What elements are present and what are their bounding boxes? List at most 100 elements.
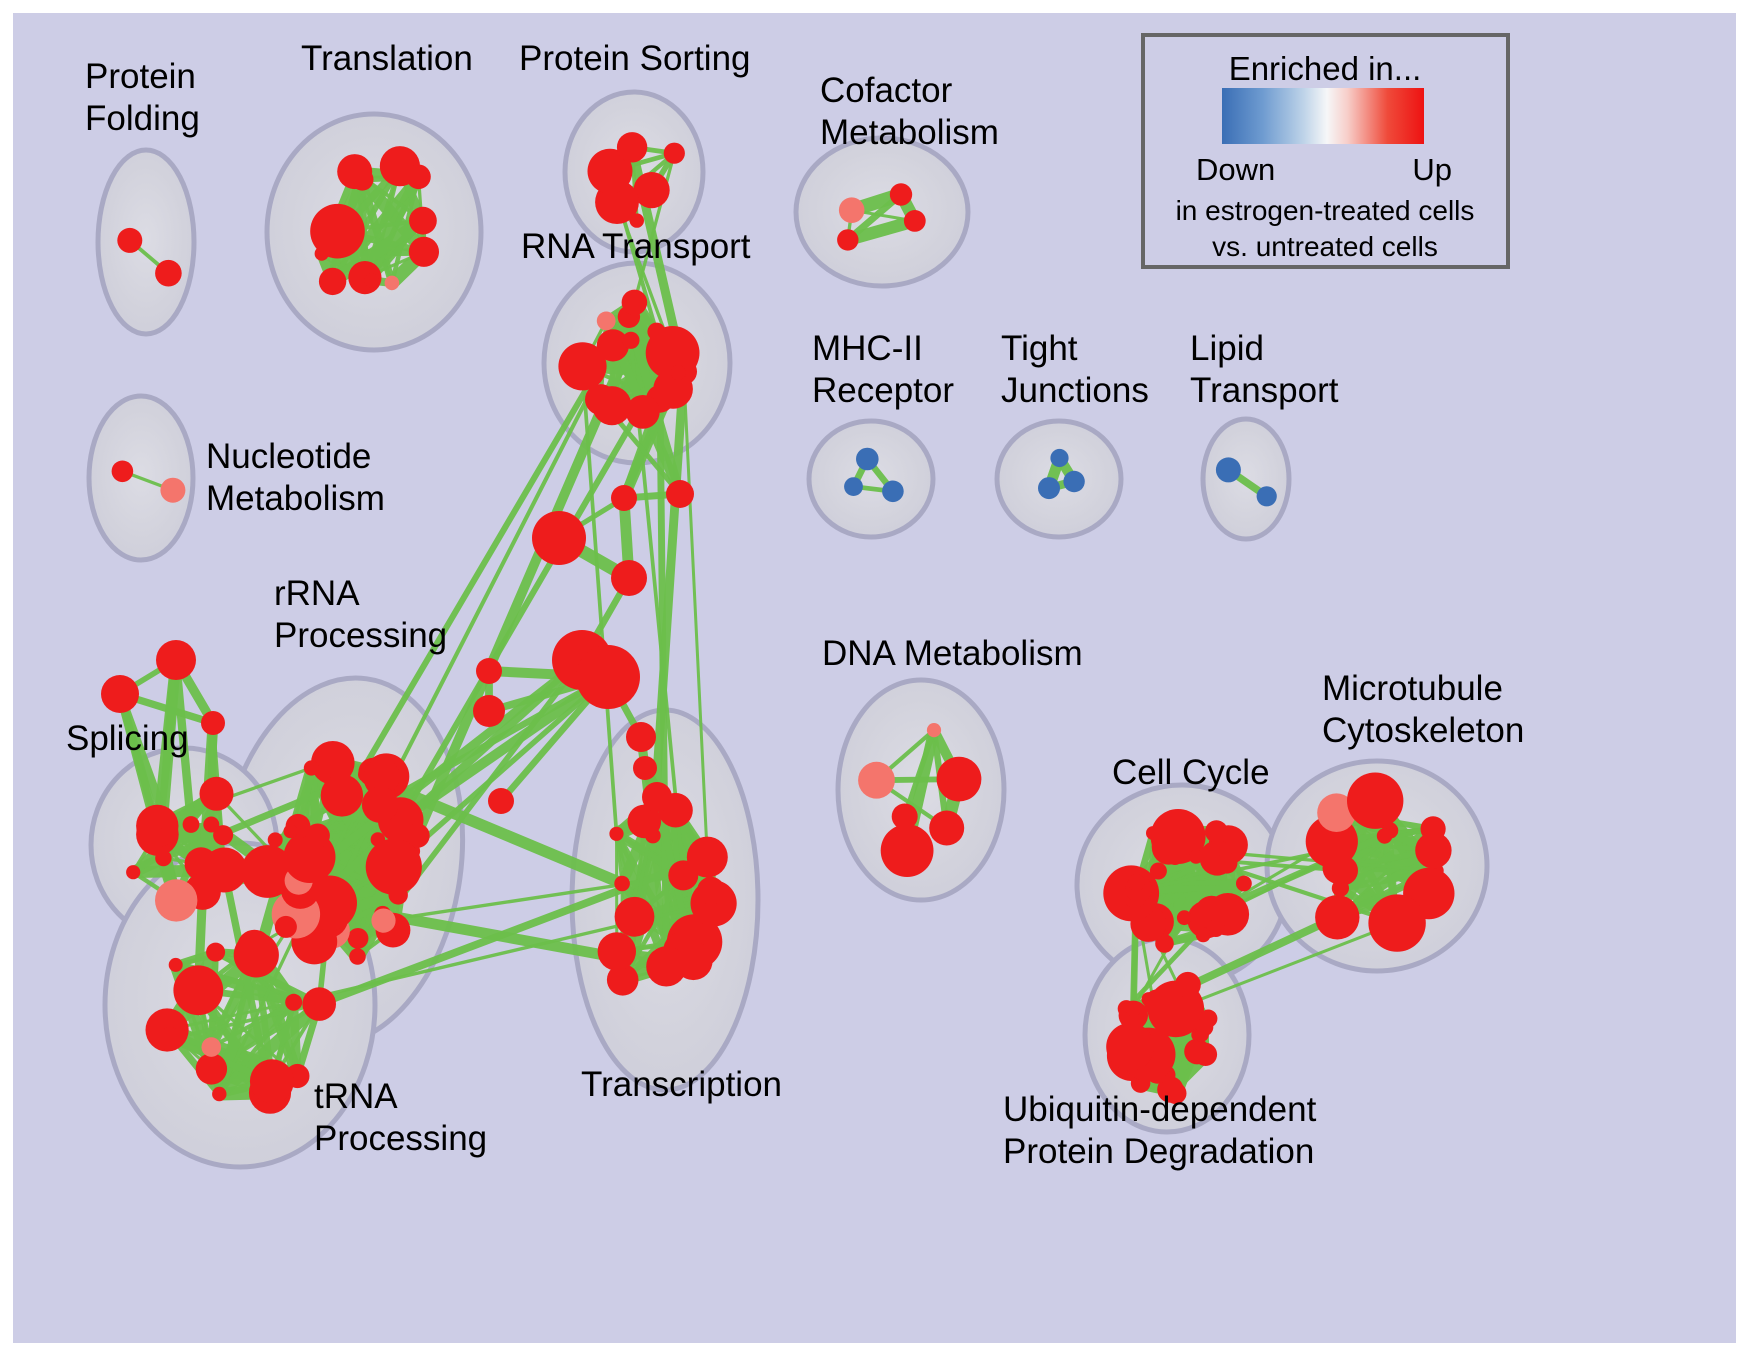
network-node[interactable]: [1125, 1001, 1142, 1017]
network-node[interactable]: [1215, 457, 1241, 483]
network-node[interactable]: [408, 236, 439, 267]
network-node[interactable]: [1106, 1022, 1154, 1071]
network-node[interactable]: [285, 993, 303, 1011]
network-node[interactable]: [626, 722, 656, 752]
network-node[interactable]: [576, 645, 640, 709]
network-node[interactable]: [476, 658, 502, 684]
network-node[interactable]: [597, 932, 636, 971]
network-node[interactable]: [473, 695, 505, 727]
network-node[interactable]: [101, 675, 139, 713]
network-node[interactable]: [596, 311, 616, 331]
cluster-ellipse-mhc-ii[interactable]: [806, 418, 936, 540]
network-node[interactable]: [384, 275, 400, 291]
network-node[interactable]: [666, 480, 694, 508]
network-node[interactable]: [283, 824, 298, 839]
network-node[interactable]: [363, 758, 400, 795]
network-node[interactable]: [310, 203, 365, 259]
network-node[interactable]: [1189, 849, 1203, 864]
network-node[interactable]: [303, 760, 319, 776]
network-node[interactable]: [1063, 470, 1085, 493]
cluster-ellipse-protein-folding[interactable]: [95, 147, 197, 337]
network-node[interactable]: [168, 957, 183, 972]
network-node[interactable]: [1206, 919, 1225, 937]
network-node[interactable]: [488, 788, 514, 814]
network-node[interactable]: [405, 823, 430, 848]
network-node[interactable]: [155, 259, 182, 287]
network-node[interactable]: [642, 782, 672, 812]
network-node[interactable]: [155, 809, 176, 830]
network-node[interactable]: [1193, 1042, 1218, 1066]
network-node[interactable]: [1127, 873, 1145, 891]
network-node[interactable]: [318, 267, 347, 296]
network-node[interactable]: [633, 756, 657, 780]
network-node[interactable]: [347, 928, 369, 949]
network-node[interactable]: [882, 480, 904, 503]
network-node[interactable]: [858, 761, 895, 799]
network-node[interactable]: [596, 329, 630, 362]
network-node[interactable]: [633, 172, 670, 209]
network-node[interactable]: [856, 447, 879, 471]
network-node[interactable]: [837, 229, 859, 251]
network-node[interactable]: [936, 756, 982, 802]
network-node[interactable]: [1415, 832, 1452, 869]
network-node[interactable]: [371, 908, 396, 933]
network-node[interactable]: [532, 511, 586, 565]
network-node[interactable]: [158, 1027, 182, 1051]
network-node[interactable]: [1157, 1076, 1184, 1103]
network-node[interactable]: [645, 326, 700, 380]
network-node[interactable]: [686, 836, 728, 878]
network-node[interactable]: [621, 289, 648, 316]
network-node[interactable]: [267, 832, 283, 848]
network-node[interactable]: [241, 845, 294, 898]
network-node[interactable]: [614, 875, 630, 892]
network-node[interactable]: [929, 810, 965, 846]
network-node[interactable]: [173, 965, 224, 1016]
network-node[interactable]: [156, 640, 196, 680]
network-node[interactable]: [409, 206, 437, 235]
network-node[interactable]: [406, 164, 431, 190]
network-node[interactable]: [625, 395, 660, 429]
network-node[interactable]: [1236, 875, 1252, 892]
network-node[interactable]: [249, 1059, 294, 1104]
network-node[interactable]: [646, 946, 687, 987]
network-node[interactable]: [203, 816, 220, 833]
network-node[interactable]: [1376, 828, 1393, 844]
network-node[interactable]: [611, 560, 647, 596]
network-node[interactable]: [1216, 852, 1238, 874]
network-node[interactable]: [365, 838, 422, 895]
network-node[interactable]: [663, 142, 685, 164]
network-node[interactable]: [880, 824, 934, 877]
network-node[interactable]: [274, 915, 297, 938]
network-node[interactable]: [233, 932, 279, 978]
network-node[interactable]: [1149, 862, 1167, 880]
network-node[interactable]: [212, 1086, 227, 1102]
network-node[interactable]: [364, 273, 379, 288]
network-node[interactable]: [587, 148, 633, 194]
network-node[interactable]: [666, 934, 683, 951]
network-node[interactable]: [1155, 934, 1174, 953]
network-node[interactable]: [361, 786, 399, 823]
network-node[interactable]: [111, 460, 134, 483]
network-node[interactable]: [670, 364, 686, 381]
network-node[interactable]: [844, 477, 863, 496]
network-node[interactable]: [213, 825, 234, 846]
network-node[interactable]: [349, 948, 366, 965]
network-node[interactable]: [1317, 793, 1356, 832]
network-node[interactable]: [889, 183, 913, 206]
network-node[interactable]: [903, 210, 926, 232]
network-node[interactable]: [629, 213, 644, 228]
network-node[interactable]: [206, 942, 226, 962]
network-node[interactable]: [1347, 772, 1404, 829]
network-node[interactable]: [320, 774, 364, 817]
network-node[interactable]: [1199, 1009, 1218, 1028]
network-node[interactable]: [160, 477, 186, 503]
network-node[interactable]: [201, 711, 225, 735]
network-node[interactable]: [622, 331, 640, 349]
network-node[interactable]: [926, 723, 942, 738]
network-node[interactable]: [1038, 477, 1060, 500]
network-node[interactable]: [558, 342, 607, 391]
network-node[interactable]: [117, 227, 143, 253]
network-node[interactable]: [1194, 1027, 1209, 1042]
network-node[interactable]: [611, 485, 637, 511]
cluster-ellipse-tight-junctions[interactable]: [994, 418, 1124, 540]
